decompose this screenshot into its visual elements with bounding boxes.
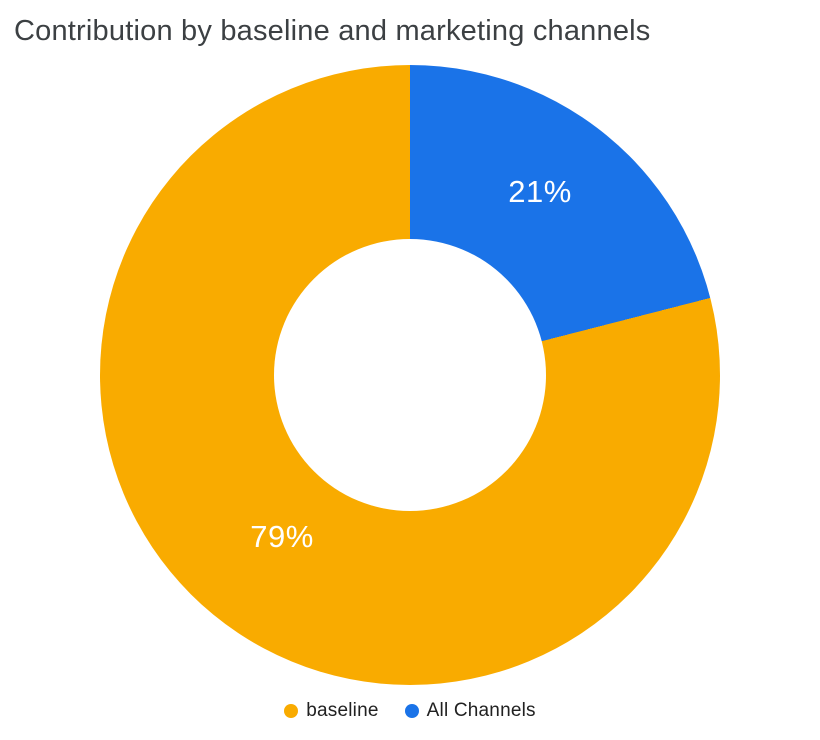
donut-hole bbox=[274, 239, 546, 511]
legend-label: All Channels bbox=[426, 700, 536, 721]
slice-label-baseline: 79% bbox=[250, 519, 314, 554]
legend-dot bbox=[404, 704, 419, 718]
slice-label-all-channels: 21% bbox=[508, 174, 572, 209]
legend-item-all-channels: All Channels bbox=[404, 700, 536, 722]
legend-dot bbox=[284, 704, 299, 718]
chart-title: Contribution by baseline and marketing c… bbox=[14, 15, 651, 47]
legend-label: baseline bbox=[306, 700, 379, 721]
legend-item-baseline: baseline bbox=[284, 700, 378, 722]
donut-chart: 21% 79% bbox=[100, 65, 720, 685]
legend: baseline All Channels bbox=[0, 700, 820, 722]
